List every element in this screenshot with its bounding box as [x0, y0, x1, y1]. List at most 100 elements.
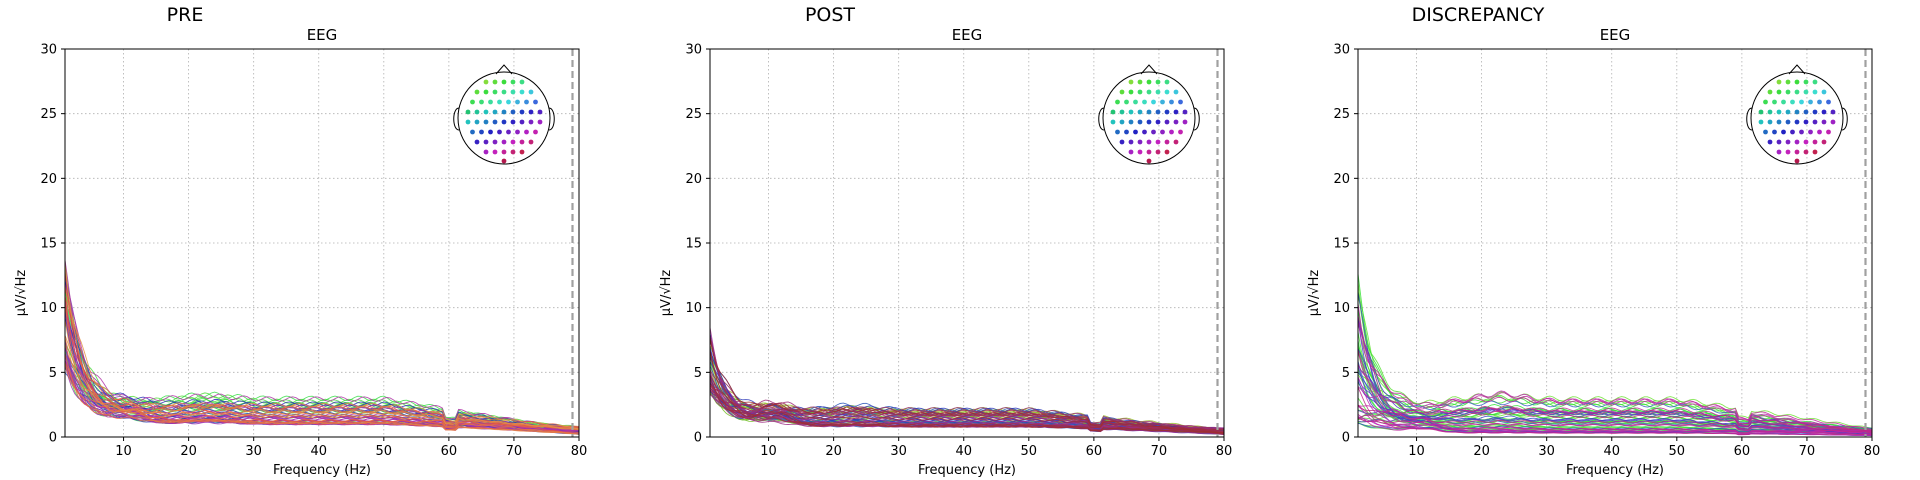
sensor-dot	[1812, 149, 1818, 155]
sensor-dot	[1164, 79, 1170, 85]
sensor-dot	[1772, 99, 1777, 105]
sensor-dot	[1812, 139, 1818, 145]
sensor-dot	[1776, 149, 1782, 155]
x-tick-label: 40	[1603, 444, 1620, 459]
sensor-dot	[501, 109, 507, 115]
sensor-dot	[483, 89, 489, 95]
sensor-dot	[1160, 99, 1165, 105]
sensor-dot	[1164, 139, 1170, 145]
sensor-dot	[1146, 119, 1152, 125]
x-tick-label: 80	[571, 444, 588, 459]
x-tick-label: 80	[1864, 444, 1881, 459]
chart-panel-discrepancy: 10 20 30 40 50 60 70 80 0 5 10 15 20 25 30 Frequency (H…	[1307, 4, 1880, 478]
sensor-dot	[1821, 139, 1827, 145]
sensor-dot	[492, 109, 498, 115]
sensor-dot	[1137, 89, 1143, 95]
sensor-dot	[474, 109, 480, 115]
sensor-dot	[1776, 119, 1782, 125]
x-tick-label: 70	[506, 444, 523, 459]
sensor-dot	[501, 89, 507, 95]
psd-line-channel	[1357, 315, 1873, 434]
sensor-dot	[1794, 89, 1800, 95]
sensor-dot	[483, 149, 489, 155]
y-tick-label: 20	[685, 172, 702, 187]
sensor-dot	[1781, 129, 1786, 135]
sensor-dot	[510, 119, 516, 125]
sensor-dot	[524, 99, 529, 105]
psd-line-channel	[1357, 405, 1873, 435]
sensor-dot	[1155, 109, 1161, 115]
sensor-dot	[1146, 158, 1152, 164]
y-tick-label: 30	[40, 43, 57, 58]
x-tick-label: 40	[955, 444, 972, 459]
sensor-dot	[1169, 129, 1174, 135]
sensor-dot	[465, 109, 471, 115]
sensor-dot	[1785, 119, 1791, 125]
sensor-dot	[1826, 129, 1831, 135]
psd-line-channel	[1357, 303, 1873, 434]
y-tick-label: 5	[694, 366, 702, 381]
sensor-dot	[1794, 109, 1800, 115]
psd-line-channel	[64, 312, 580, 429]
sensor-dot	[1155, 119, 1161, 125]
x-tick-label: 30	[245, 444, 262, 459]
psd-line-channel	[1357, 405, 1873, 435]
sensor-dot	[501, 79, 507, 85]
sensor-dot	[519, 79, 525, 85]
sensor-dot	[1160, 129, 1165, 135]
sensor-dot	[1137, 119, 1143, 125]
psd-line-channel	[709, 385, 1225, 431]
sensor-dot	[470, 99, 475, 105]
sensor-dot	[1812, 119, 1818, 125]
sensor-dot	[492, 119, 498, 125]
psd-line-channel	[64, 319, 580, 430]
sensor-dot	[1794, 158, 1800, 164]
sensor-dot	[1776, 79, 1782, 85]
sensor-dot	[1776, 109, 1782, 115]
sensor-dot	[1767, 119, 1773, 125]
nose-icon	[495, 64, 513, 75]
sensor-dot	[1758, 119, 1764, 125]
right-ear-icon	[1841, 107, 1848, 131]
sensor-dot	[1142, 129, 1147, 135]
y-tick-label: 0	[49, 431, 57, 446]
sensor-dot	[1808, 129, 1813, 135]
psd-line-channel	[64, 363, 580, 430]
sensor-dot	[1155, 149, 1161, 155]
sensor-dot	[1155, 79, 1161, 85]
y-tick-label: 20	[40, 172, 57, 187]
right-ear-icon	[548, 107, 555, 131]
sensor-dot	[1767, 109, 1773, 115]
x-tick-label: 50	[376, 444, 393, 459]
sensor-dot	[1169, 99, 1174, 105]
sensor-dot	[1164, 149, 1170, 155]
sensor-dot	[1799, 99, 1804, 105]
sensor-dot	[1799, 129, 1804, 135]
sensor-dot	[501, 149, 507, 155]
sensor-dot	[506, 129, 511, 135]
sensor-dot	[1128, 139, 1134, 145]
x-tick-label: 20	[825, 444, 842, 459]
sensor-dot	[1817, 129, 1822, 135]
sensor-dot	[1803, 89, 1809, 95]
head-outline-icon	[457, 71, 551, 165]
psd-line-channel	[1357, 348, 1873, 429]
psd-line-channel	[709, 382, 1225, 433]
sensor-dot	[1794, 79, 1800, 85]
sensor-dot	[479, 129, 484, 135]
sensor-dot	[1137, 109, 1143, 115]
sensor-dot	[528, 89, 534, 95]
sensor-dot	[1146, 149, 1152, 155]
panel-title: POST	[805, 4, 855, 26]
sensor-layout-head-icon	[453, 64, 555, 165]
left-ear-icon	[453, 107, 460, 131]
y-tick-label: 15	[685, 237, 702, 252]
sensor-dot	[533, 129, 538, 135]
sensor-dot	[1119, 119, 1125, 125]
sensor-dot	[1128, 109, 1134, 115]
psd-line-channel	[709, 337, 1225, 434]
sensor-layout-head-icon	[1098, 64, 1200, 165]
x-axis-label: Frequency (Hz)	[273, 463, 371, 478]
sensor-dot	[1164, 119, 1170, 125]
psd-line-channel	[64, 263, 580, 430]
